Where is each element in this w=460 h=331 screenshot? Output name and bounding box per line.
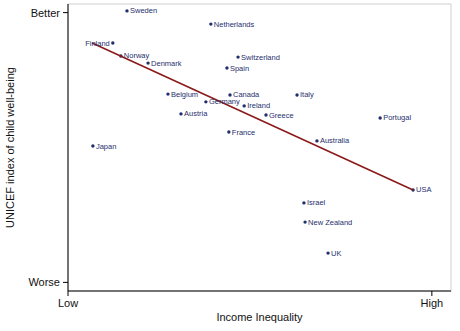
point — [303, 220, 306, 223]
point-label: UK — [331, 249, 341, 258]
y-axis — [68, 4, 69, 291]
point-label: Belgium — [171, 90, 198, 99]
point-label: France — [232, 128, 255, 137]
x-tick-label: Low — [58, 297, 78, 309]
point-label: Finland — [85, 39, 110, 48]
point — [209, 22, 212, 25]
point-label: Ireland — [247, 101, 270, 110]
point — [378, 116, 381, 119]
trend-line — [92, 43, 413, 190]
plot-frame — [68, 4, 451, 291]
x-tick — [431, 291, 432, 296]
point — [204, 100, 207, 103]
point — [242, 104, 245, 107]
point-label: Canada — [233, 90, 260, 99]
point — [179, 112, 182, 115]
x-axis — [68, 291, 451, 292]
x-axis-title: Income Inequality — [216, 311, 303, 323]
y-tick-label: Better — [31, 7, 61, 19]
point-label: Greece — [269, 111, 294, 120]
point — [295, 93, 298, 96]
point-labels: Sweden Netherlands Finland NorwayDenmark Swi… — [85, 6, 431, 257]
point — [125, 9, 128, 12]
point-label: Norway — [124, 51, 150, 60]
point — [228, 93, 231, 96]
point-label: Israel — [307, 198, 326, 207]
point — [166, 92, 169, 95]
marks — [91, 9, 415, 255]
point-label: Spain — [230, 64, 249, 73]
y-tick — [63, 12, 68, 13]
point-label: Japan — [96, 142, 116, 151]
y-axis-title: UNICEF index of child well-being — [4, 67, 16, 228]
point-label: Switzerland — [241, 53, 280, 62]
point — [236, 55, 239, 58]
point — [227, 130, 230, 133]
point-label: Portugal — [383, 113, 411, 122]
point-label: Netherlands — [214, 20, 255, 29]
y-tick — [63, 282, 68, 283]
point-label: Italy — [300, 90, 314, 99]
point — [264, 113, 267, 116]
point — [315, 139, 318, 142]
point-label: USA — [416, 185, 431, 194]
x-tick — [68, 291, 69, 296]
x-tick-label: High — [421, 297, 444, 309]
point — [326, 251, 329, 254]
chart: Worse Better Low High Income Inequality UNICE… — [0, 0, 460, 331]
point — [225, 66, 228, 69]
point-label: Austria — [184, 109, 208, 118]
point — [91, 144, 94, 147]
y-tick-label: Worse — [28, 276, 60, 288]
point-label: Sweden — [130, 6, 157, 15]
point-label: Australia — [320, 136, 350, 145]
point — [111, 41, 114, 44]
point-label: New Zealand — [308, 218, 352, 227]
point-label: Denmark — [151, 59, 182, 68]
point — [302, 201, 305, 204]
point — [146, 61, 149, 64]
